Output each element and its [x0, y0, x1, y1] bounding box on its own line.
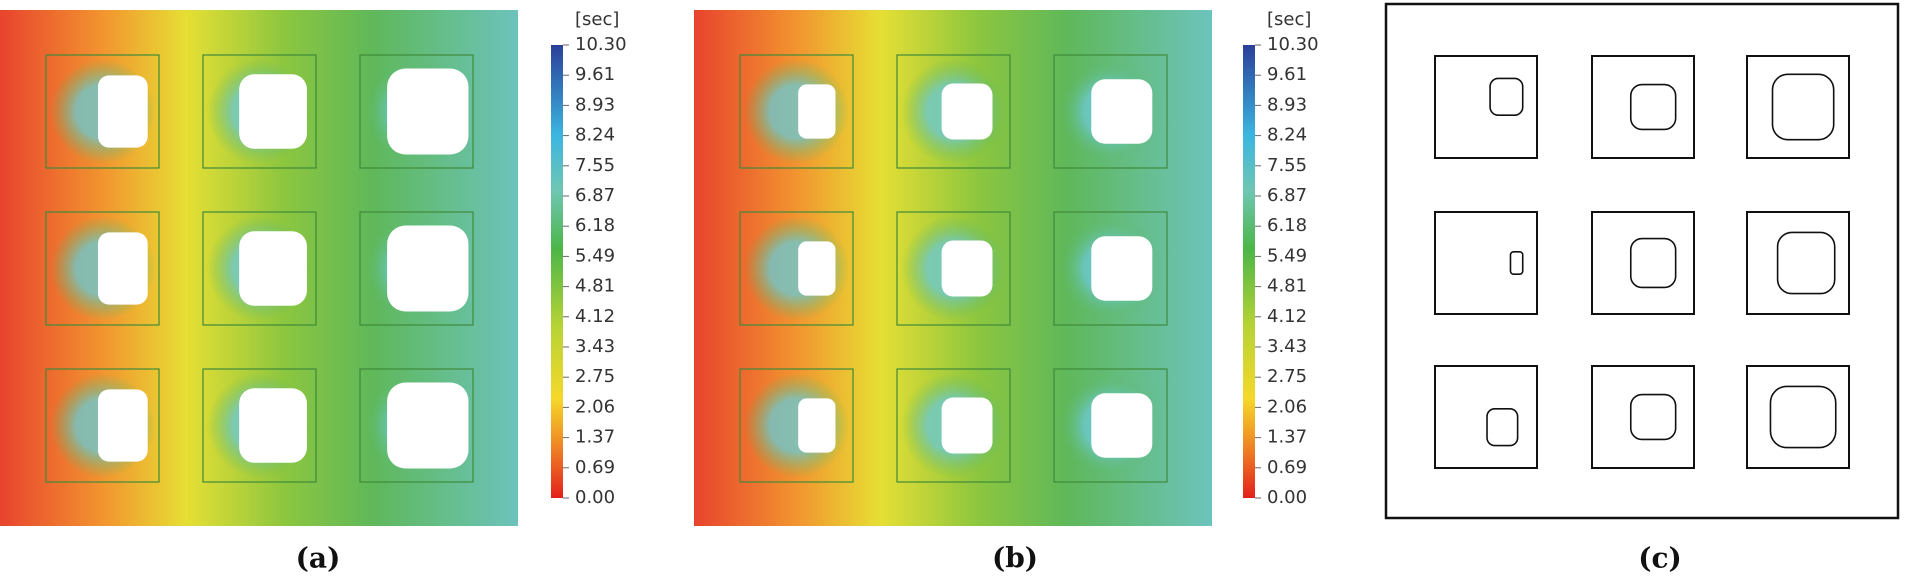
cavity	[1591, 365, 1695, 469]
cavity	[45, 368, 160, 483]
panel-a: [sec] 10.30 9.61 8.93 8.24 7.55 6.87 6.18 5.49 4.…	[0, 9, 627, 526]
unfilled-region	[1091, 393, 1153, 458]
colorbar-label: 7.55	[1267, 155, 1307, 176]
unfilled-region	[387, 68, 469, 155]
unfilled-region	[798, 241, 836, 296]
colorbar	[551, 45, 563, 498]
cavity	[896, 54, 1011, 169]
colorbar-label: 8.93	[575, 94, 615, 115]
colorbar-label: 6.18	[1267, 215, 1307, 236]
panel-b: [sec] 10.30 9.61 8.93 8.24 7.55 6.87 6.18 5.49 4.…	[694, 9, 1319, 526]
cavity	[1053, 211, 1168, 326]
unfilled-region	[239, 388, 307, 463]
colorbar-label: 9.61	[575, 64, 615, 85]
colorbar-label: 0.69	[1267, 457, 1307, 478]
colorbar-label: 2.06	[1267, 396, 1307, 417]
cavity	[1053, 54, 1168, 169]
colorbar-label: 4.81	[575, 276, 615, 297]
colorbar-label: 0.69	[575, 457, 615, 478]
melt-front	[1629, 83, 1677, 131]
colorbar-label: 1.37	[1267, 427, 1307, 448]
cavity	[1746, 365, 1850, 469]
melt-front	[1489, 77, 1524, 116]
colorbar-label: 1.37	[575, 427, 615, 448]
cavity	[1434, 365, 1538, 469]
colorbar-label: 0.00	[575, 487, 615, 508]
melt-front	[1486, 408, 1519, 447]
colorbar-label: 4.81	[1267, 276, 1307, 297]
colorbar-label: 4.12	[575, 306, 615, 327]
cavity	[1746, 55, 1850, 159]
colorbar-label: 6.87	[575, 185, 615, 206]
colorbar-unit: [sec]	[575, 9, 619, 30]
melt-front	[1509, 250, 1524, 276]
unfilled-region	[941, 83, 993, 140]
colorbar-label: 8.24	[1267, 125, 1307, 146]
colorbar-label: 10.30	[1267, 34, 1319, 55]
colorbar-label: 0.00	[1267, 487, 1307, 508]
cavity	[1434, 55, 1538, 159]
cavity	[739, 54, 854, 169]
unfilled-region	[798, 84, 836, 139]
colorbar-unit: [sec]	[1267, 9, 1311, 30]
colorbar-label: 2.06	[575, 396, 615, 417]
cavity	[1591, 55, 1695, 159]
cavity	[896, 211, 1011, 326]
colorbar-label: 2.75	[1267, 366, 1307, 387]
cavity	[1053, 368, 1168, 483]
unfilled-region	[1091, 79, 1153, 144]
cavity	[45, 211, 160, 326]
unfilled-region	[941, 397, 993, 454]
colorbar-label: 6.18	[575, 215, 615, 236]
melt-front	[1776, 231, 1836, 295]
colorbar-label: 7.55	[575, 155, 615, 176]
colorbar-label: 9.61	[1267, 64, 1307, 85]
cavity	[739, 368, 854, 483]
cavity	[1746, 211, 1850, 315]
unfilled-region	[798, 398, 836, 453]
colorbar-label: 5.49	[1267, 245, 1307, 266]
colorbar-label: 10.30	[575, 34, 627, 55]
unfilled-region	[941, 240, 993, 297]
melt-front	[1629, 393, 1677, 441]
melt-front	[1629, 237, 1677, 289]
colorbar-label: 8.24	[575, 125, 615, 146]
panel-label: (c)	[1638, 542, 1682, 575]
panel-label: (a)	[296, 542, 341, 575]
cavity	[202, 211, 317, 326]
colorbar-label: 5.49	[575, 245, 615, 266]
unfilled-region	[239, 231, 307, 306]
unfilled-region	[97, 232, 148, 305]
cavity	[202, 54, 317, 169]
cavity	[739, 211, 854, 326]
cavity	[1434, 211, 1538, 315]
unfilled-region	[97, 389, 148, 462]
unfilled-region	[97, 75, 148, 148]
colorbar-label: 2.75	[575, 366, 615, 387]
colorbar-label: 3.43	[575, 336, 615, 357]
cavity	[359, 368, 474, 483]
cavity	[896, 368, 1011, 483]
melt-front	[1769, 385, 1837, 449]
colorbar-label: 8.93	[1267, 94, 1307, 115]
unfilled-region	[1091, 236, 1153, 301]
colorbar-label: 4.12	[1267, 306, 1307, 327]
cavity	[1591, 211, 1695, 315]
melt-front	[1771, 73, 1835, 141]
unfilled-region	[387, 382, 469, 469]
unfilled-region	[387, 225, 469, 312]
colorbar-label: 3.43	[1267, 336, 1307, 357]
colorbar-label: 6.87	[1267, 185, 1307, 206]
unfilled-region	[239, 74, 307, 149]
panel-label: (b)	[992, 542, 1038, 575]
cavity	[202, 368, 317, 483]
cavity	[45, 54, 160, 169]
cavity	[359, 54, 474, 169]
cavity	[359, 211, 474, 326]
colorbar	[1243, 45, 1255, 498]
panel-c	[1384, 2, 1900, 520]
frame	[1384, 2, 1900, 520]
